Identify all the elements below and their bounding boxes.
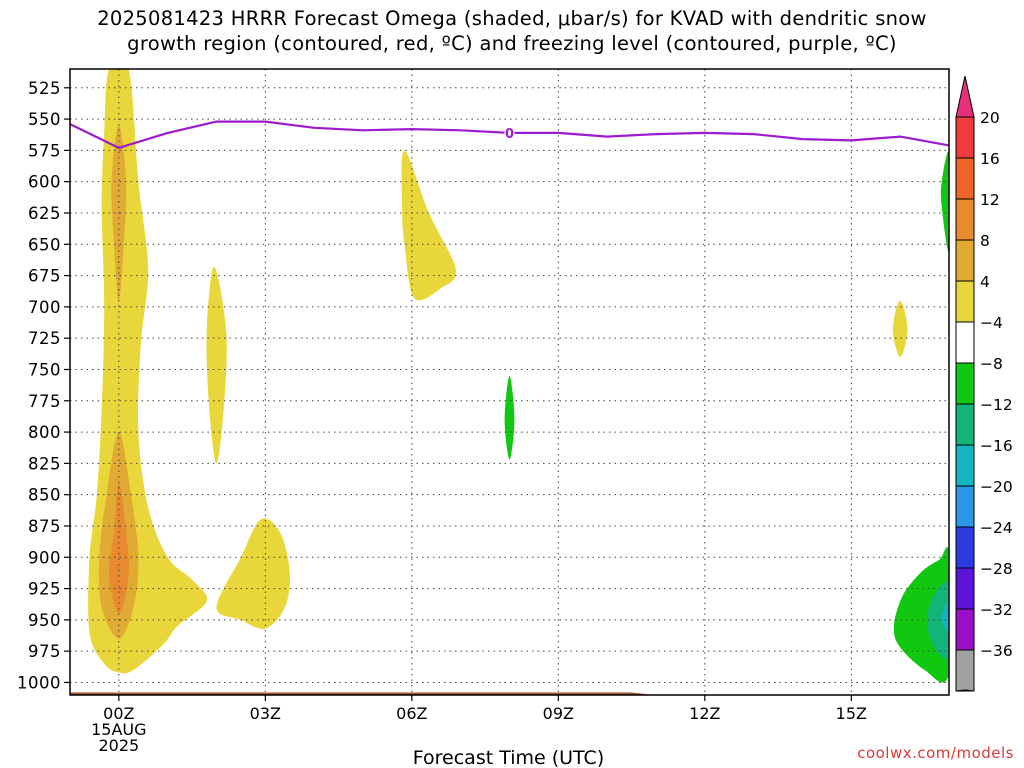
colorbar-label-10: −24 bbox=[980, 519, 1013, 537]
colorbar-label-5: −4 bbox=[980, 314, 1003, 332]
colorbar-label-3: 8 bbox=[980, 232, 990, 250]
x-tick-label-0-0: 00Z bbox=[103, 704, 134, 723]
chart-title-line-2: growth region (contoured, red, ºC) and f… bbox=[127, 32, 897, 55]
x-tick-label-0-2: 2025 bbox=[98, 736, 139, 755]
freezing-level-label-bg bbox=[504, 124, 515, 140]
colorbar-label-6: −8 bbox=[980, 355, 1003, 373]
x-tick-label-3-0: 03Z bbox=[250, 704, 281, 723]
x-tick-label-15-0: 15Z bbox=[836, 704, 867, 723]
colorbar-label-9: −20 bbox=[980, 478, 1013, 496]
colorbar-label-11: −28 bbox=[980, 560, 1013, 578]
colorbar-box-13 bbox=[955, 649, 975, 692]
y-tick-label-650: 650 bbox=[28, 235, 61, 254]
freezing-level-label: 0 bbox=[505, 127, 514, 142]
omega-region-4 bbox=[206, 266, 227, 464]
x-tick-label-6-0: 06Z bbox=[396, 704, 427, 723]
colorbar-box-6 bbox=[955, 362, 975, 405]
y-tick-label-825: 825 bbox=[28, 454, 61, 473]
chart-title: 2025081423 HRRR Forecast Omega (shaded, … bbox=[0, 6, 1024, 56]
y-tick-label-900: 900 bbox=[28, 548, 61, 567]
y-tick-label-1000: 1000 bbox=[17, 673, 61, 692]
omega-region-8 bbox=[892, 300, 908, 357]
colorbar-label-12: −32 bbox=[980, 601, 1013, 619]
freezing-level-layer: 0 bbox=[69, 120, 950, 149]
colorbar-box-10 bbox=[955, 526, 975, 569]
source-credit: coolwx.com/models bbox=[857, 744, 1014, 762]
colorbar-box-9 bbox=[955, 485, 975, 528]
y-axis: 525 550 575 600 625 650 675 700 725 750 775 800 825 8… bbox=[17, 79, 70, 692]
colorbar-box-12 bbox=[955, 608, 975, 651]
omega-region-11 bbox=[927, 581, 949, 659]
colorbar-box-7 bbox=[955, 403, 975, 446]
plot-frame bbox=[69, 68, 950, 696]
y-tick-label-950: 950 bbox=[28, 611, 61, 630]
colorbar: 20 16 12 8 4 −4 −8 −12 −16 −20 −24 −28 −32 −36 bbox=[955, 75, 1013, 692]
colorbar-box-3 bbox=[955, 239, 975, 282]
colorbar-bottom-triangle bbox=[955, 689, 975, 692]
y-tick-label-875: 875 bbox=[28, 517, 61, 536]
colorbar-label-1: 16 bbox=[980, 150, 1000, 168]
colorbar-box-5 bbox=[955, 321, 975, 364]
x-tick-label-0-1: 15AUG bbox=[91, 720, 146, 739]
colorbar-label-0: 20 bbox=[980, 109, 1000, 127]
colorbar-label-13: −36 bbox=[980, 642, 1013, 660]
omega-region-12 bbox=[941, 600, 949, 633]
colorbar-box-1 bbox=[955, 157, 975, 200]
y-tick-label-925: 925 bbox=[28, 580, 61, 599]
y-tick-label-800: 800 bbox=[28, 423, 61, 442]
chart-title-line-1: 2025081423 HRRR Forecast Omega (shaded, … bbox=[97, 7, 927, 30]
colorbar-box-0 bbox=[955, 116, 975, 159]
colorbar-label-7: −12 bbox=[980, 396, 1013, 414]
x-tick-label-12-0: 12Z bbox=[689, 704, 720, 723]
omega-shading-layer bbox=[88, 69, 949, 683]
y-tick-label-675: 675 bbox=[28, 267, 61, 286]
y-tick-label-575: 575 bbox=[28, 141, 61, 160]
colorbar-box-8 bbox=[955, 444, 975, 487]
x-tick-label-9-0: 09Z bbox=[543, 704, 574, 723]
colorbar-label-8: −16 bbox=[980, 437, 1013, 455]
y-tick-label-700: 700 bbox=[28, 298, 61, 317]
y-tick-label-525: 525 bbox=[28, 79, 61, 98]
y-tick-label-550: 550 bbox=[28, 110, 61, 129]
y-tick-label-600: 600 bbox=[28, 173, 61, 192]
colorbar-box-11 bbox=[955, 567, 975, 610]
x-axis-label: Forecast Time (UTC) bbox=[413, 747, 604, 768]
colorbar-label-4: 4 bbox=[980, 273, 990, 291]
y-tick-label-975: 975 bbox=[28, 642, 61, 661]
omega-region-5 bbox=[216, 518, 290, 629]
y-tick-label-625: 625 bbox=[28, 204, 61, 223]
y-tick-label-725: 725 bbox=[28, 329, 61, 348]
omega-region-9 bbox=[940, 151, 949, 252]
omega-region-7 bbox=[504, 375, 515, 460]
grid-layer bbox=[70, 69, 949, 695]
colorbar-box-4 bbox=[955, 280, 975, 323]
omega-region-6 bbox=[401, 150, 457, 301]
colorbar-box-2 bbox=[955, 198, 975, 241]
y-tick-label-750: 750 bbox=[28, 360, 61, 379]
y-tick-label-775: 775 bbox=[28, 392, 61, 411]
y-tick-label-850: 850 bbox=[28, 486, 61, 505]
colorbar-label-2: 12 bbox=[980, 191, 1000, 209]
colorbar-top-triangle bbox=[955, 75, 975, 118]
